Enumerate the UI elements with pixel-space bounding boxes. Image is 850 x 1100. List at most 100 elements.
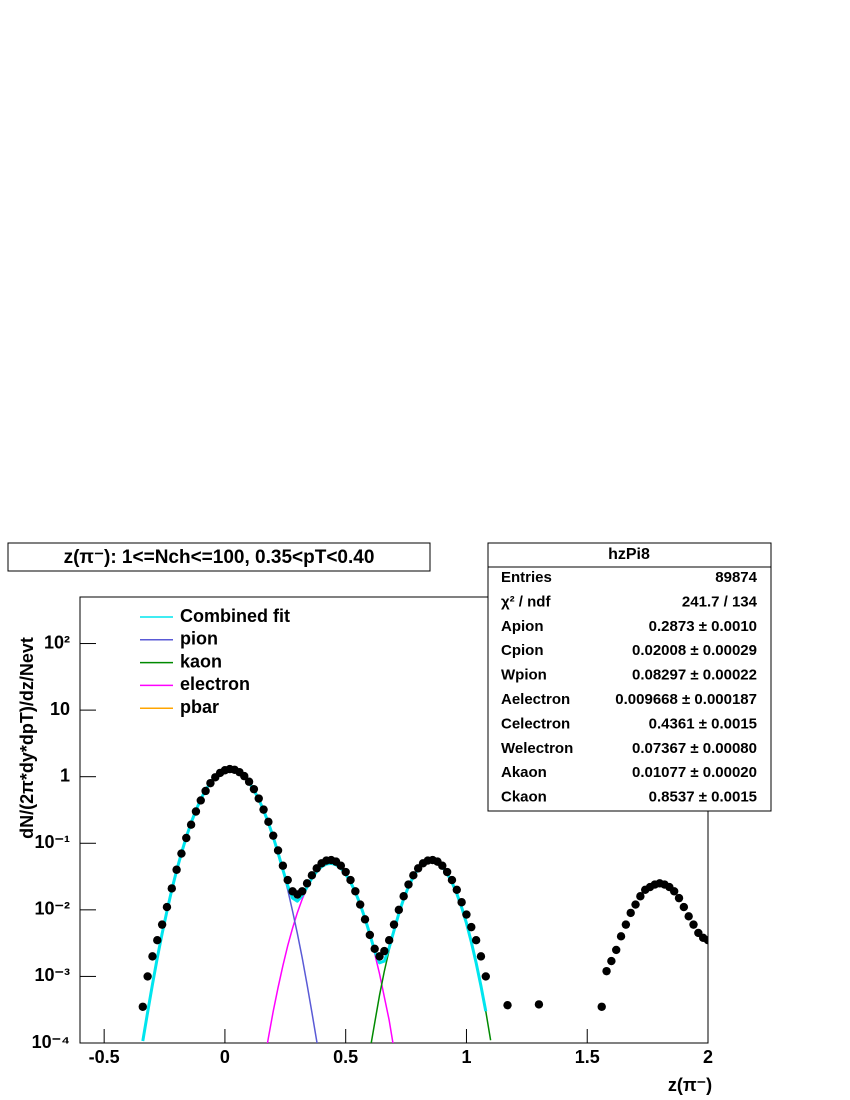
data-point: [254, 794, 263, 803]
data-point: [689, 920, 698, 929]
data-point: [201, 786, 210, 796]
data-point: [669, 887, 679, 896]
x-axis-label: z(π⁻): [668, 1075, 712, 1095]
stats-value: 0.07367 ± 0.00080: [632, 740, 757, 757]
data-point: [394, 905, 404, 915]
data-point: [162, 902, 172, 912]
data-point: [481, 972, 490, 981]
data-point: [259, 805, 268, 814]
data-point: [206, 778, 215, 788]
data-point: [438, 861, 447, 870]
data-point: [298, 887, 307, 896]
fit-curve: [370, 859, 492, 1043]
data-point: [370, 944, 379, 953]
stats-label: Akaon: [501, 764, 547, 781]
data-point: [679, 902, 689, 912]
data-point: [471, 935, 481, 945]
stats-label: Ckaon: [501, 789, 547, 806]
legend-label: pion: [180, 629, 218, 649]
data-point: [703, 936, 708, 945]
stats-value: 0.01077 ± 0.00020: [632, 764, 757, 781]
data-point: [244, 777, 254, 786]
stats-label: Wpion: [501, 667, 547, 684]
stats-value: 89874: [715, 569, 757, 586]
legend-label: pbar: [180, 697, 219, 717]
data-point: [399, 892, 408, 901]
stats-label: Entries: [501, 569, 552, 586]
data-point: [307, 871, 317, 880]
fit-curve: [266, 862, 394, 1043]
data-point: [631, 900, 640, 909]
y-tick-label: 10: [50, 699, 70, 719]
x-tick-label: 0.5: [333, 1047, 358, 1067]
data-point: [148, 952, 157, 961]
stats-label: Welectron: [501, 740, 573, 757]
x-tick-label: 2: [703, 1047, 713, 1067]
data-point: [457, 898, 466, 907]
data-point: [249, 784, 259, 794]
data-point: [341, 867, 350, 877]
data-layer: [138, 764, 708, 1043]
data-point: [273, 846, 283, 855]
y-tick-label: 10⁻¹: [34, 832, 70, 852]
data-point: [442, 867, 452, 877]
stats-value: 0.02008 ± 0.00029: [632, 642, 757, 659]
y-axis-label: dN/(2π*dy*dpT)/dz/Nevt: [17, 637, 37, 839]
x-tick-label: 1: [461, 1047, 471, 1067]
data-point: [191, 807, 201, 816]
data-point: [153, 935, 162, 945]
data-point: [534, 1000, 544, 1009]
stats-label: χ² / ndf: [501, 593, 551, 610]
data-point: [626, 908, 635, 918]
data-point: [674, 893, 684, 903]
stats-label: Celectron: [501, 715, 570, 732]
data-point: [409, 871, 418, 880]
data-point: [384, 935, 394, 945]
data-point: [462, 910, 471, 919]
data-point: [302, 879, 312, 888]
x-tick-label: 1.5: [575, 1047, 600, 1067]
plot-frame: [79, 596, 709, 1044]
data-point: [336, 861, 346, 870]
data-point: [269, 831, 278, 840]
stats-value: 241.7 / 134: [682, 593, 758, 610]
stats-frame: [487, 542, 772, 812]
data-point: [143, 972, 152, 981]
data-point: [283, 875, 292, 885]
data-point: [447, 875, 457, 885]
data-point: [476, 952, 486, 961]
y-tick-label: 10⁻⁴: [32, 1032, 70, 1052]
data-point: [278, 861, 288, 870]
data-point: [196, 796, 205, 805]
data-point: [177, 849, 186, 858]
stats-value: 0.2873 ± 0.0010: [649, 618, 757, 635]
data-point: [621, 920, 631, 929]
data-point: [355, 900, 365, 909]
data-point: [602, 966, 611, 976]
y-tick-label: 10⁻²: [34, 899, 70, 919]
data-point: [404, 880, 413, 889]
data-point: [186, 820, 196, 829]
stats-label: Apion: [501, 618, 544, 635]
legend-label: Combined fit: [180, 606, 290, 626]
data-point: [636, 892, 645, 901]
data-point: [503, 1000, 512, 1010]
data-point: [351, 887, 360, 896]
legend-label: electron: [180, 674, 250, 694]
data-point: [264, 817, 273, 827]
title-box: [7, 542, 431, 572]
data-point: [360, 915, 370, 924]
stats-value: 0.08297 ± 0.00022: [632, 667, 757, 684]
data-point: [172, 865, 181, 874]
y-tick-label: 1: [60, 765, 70, 785]
x-tick-label: 0: [220, 1047, 230, 1067]
data-point: [467, 922, 476, 932]
stats-title: hzPi8: [608, 546, 650, 563]
data-point: [380, 946, 389, 956]
stats-label: Cpion: [501, 642, 544, 659]
data-point: [452, 885, 461, 895]
data-point: [607, 956, 616, 966]
y-tick-label: 10⁻³: [34, 965, 70, 985]
data-point: [389, 920, 399, 929]
